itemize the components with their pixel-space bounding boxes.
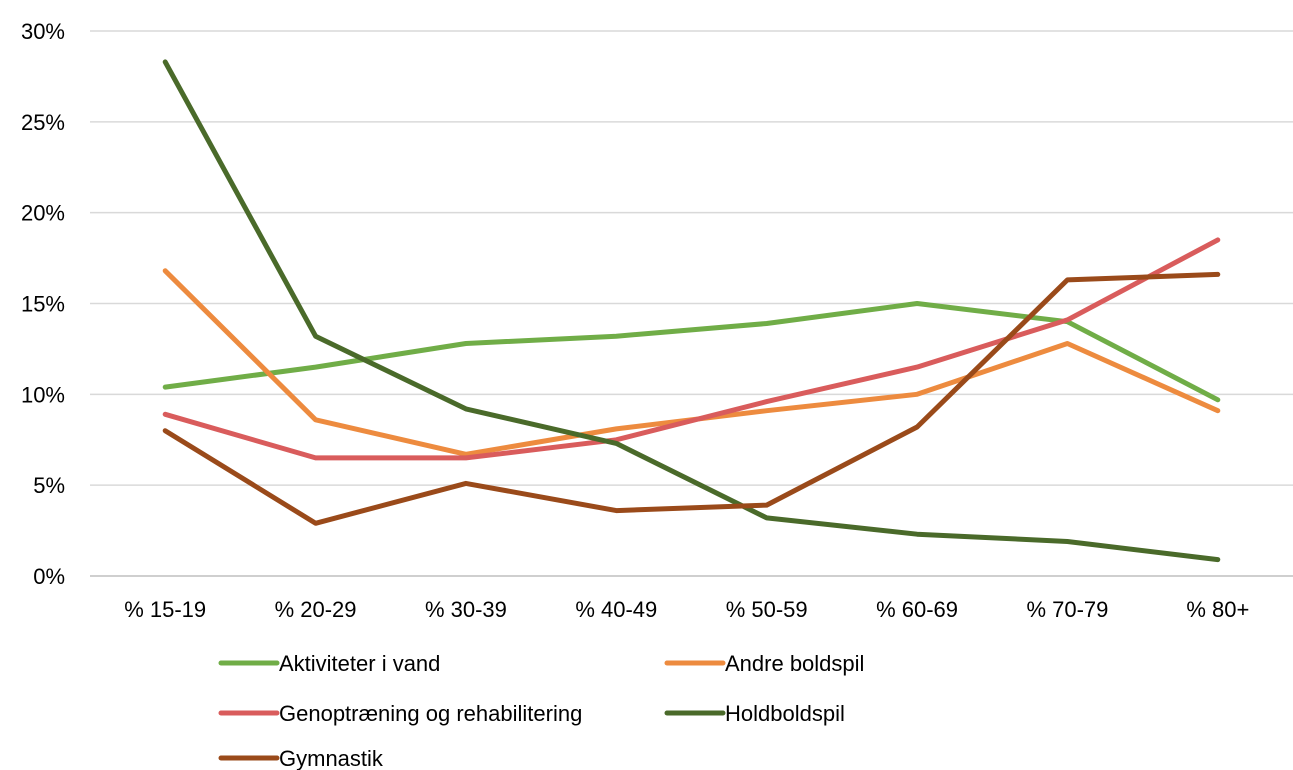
legend-label: Andre boldspil — [725, 651, 864, 676]
y-tick-label: 15% — [21, 292, 65, 317]
x-tick-label: % 50-59 — [726, 597, 808, 622]
x-tick-label: % 40-49 — [575, 597, 657, 622]
x-axis: % 15-19 % 20-29 % 30-39 % 40-49 % 50-59 % 60-… — [124, 597, 1249, 622]
y-tick-label: 10% — [21, 382, 65, 407]
y-tick-label: 0% — [33, 564, 65, 589]
legend: Aktiviteter i vand Andre boldspil Genoptræ… — [218, 651, 864, 770]
series-line-4 — [162, 271, 1221, 526]
y-tick-label: 5% — [33, 473, 65, 498]
series-line-0 — [162, 301, 1221, 403]
x-tick-label: % 15-19 — [124, 597, 206, 622]
y-tick-label: 30% — [21, 19, 65, 44]
x-tick-label: % 80+ — [1186, 597, 1249, 622]
x-tick-label: % 60-69 — [876, 597, 958, 622]
series-line-1 — [162, 268, 1221, 457]
x-tick-label: % 20-29 — [275, 597, 357, 622]
legend-label: Holdboldspil — [725, 701, 845, 726]
x-tick-label: % 70-79 — [1026, 597, 1108, 622]
x-tick-label: % 30-39 — [425, 597, 507, 622]
y-tick-label: 25% — [21, 110, 65, 135]
legend-label: Gymnastik — [279, 746, 384, 770]
legend-label: Genoptræning og rehabilitering — [279, 701, 582, 726]
y-tick-label: 20% — [21, 201, 65, 226]
series-line-3 — [162, 59, 1221, 563]
legend-label: Aktiviteter i vand — [279, 651, 440, 676]
series-lines — [162, 59, 1221, 563]
series-line-2 — [162, 237, 1221, 461]
y-axis: 0% 5% 10% 15% 20% 25% 30% — [21, 19, 65, 589]
